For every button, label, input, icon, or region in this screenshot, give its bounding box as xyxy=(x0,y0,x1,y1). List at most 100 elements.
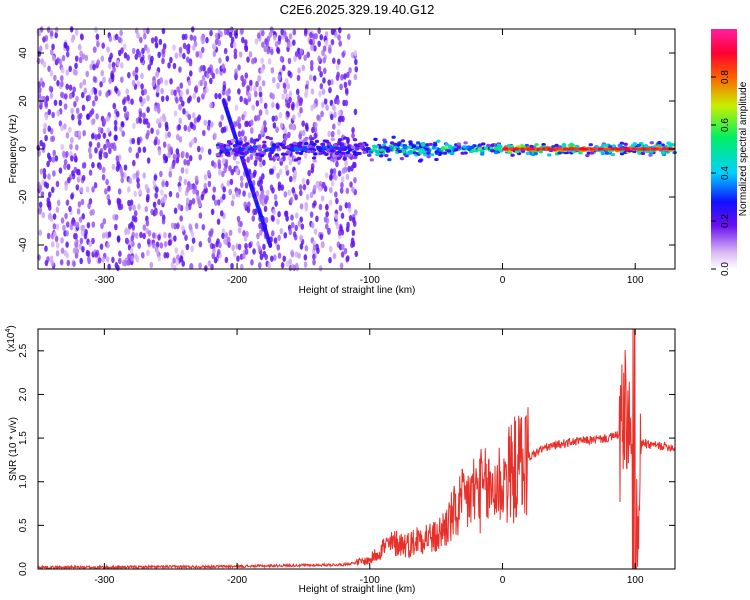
heatmap-cell xyxy=(494,146,499,150)
heatmap-cell xyxy=(142,224,147,231)
heatmap-cell xyxy=(42,61,47,68)
heatmap-cell xyxy=(47,204,52,211)
heatmap-cell xyxy=(64,184,68,191)
heatmap-cell xyxy=(299,48,304,55)
heatmap-cell xyxy=(58,99,63,107)
heatmap-cell xyxy=(63,158,68,166)
heatmap-cell xyxy=(274,115,278,122)
heatmap-cell xyxy=(64,93,68,100)
heatmap-cell xyxy=(309,31,313,39)
heatmap-cell xyxy=(135,171,139,179)
heatmap-cell xyxy=(289,123,294,130)
heatmap-cell xyxy=(309,38,313,46)
heatmap-cell xyxy=(130,98,134,105)
heatmap-cell xyxy=(582,147,586,151)
heatmap-cell xyxy=(271,101,275,109)
heatmap-cell xyxy=(184,167,189,175)
heatmap-cell xyxy=(189,121,194,128)
heatmap-cell xyxy=(307,144,313,148)
heatmap-cell xyxy=(365,146,370,151)
heatmap-cell xyxy=(280,28,284,36)
heatmap-cell xyxy=(133,210,138,217)
heatmap-cell xyxy=(595,147,599,151)
heatmap-cell xyxy=(266,48,271,55)
heatmap-cell xyxy=(407,145,412,149)
heatmap-cell xyxy=(119,62,124,69)
heatmap-cell xyxy=(362,150,367,154)
heatmap-cell xyxy=(37,92,42,99)
heatmap-cell xyxy=(544,147,548,151)
heatmap-cell xyxy=(244,142,250,146)
heatmap-cell xyxy=(598,147,602,151)
heatmap-cell xyxy=(490,149,495,153)
heatmap-cell xyxy=(619,147,623,151)
heatmap-cell xyxy=(106,127,111,134)
heatmap-cell xyxy=(121,130,126,137)
heatmap-cell xyxy=(41,211,46,219)
heatmap-cell xyxy=(215,67,219,75)
heatmap-cell xyxy=(117,49,122,57)
heatmap-cell xyxy=(50,259,55,267)
heatmap-cell xyxy=(343,73,347,80)
heatmap-cell xyxy=(290,214,294,221)
heatmap-cell xyxy=(110,72,114,80)
heatmap-cell xyxy=(226,236,231,244)
heatmap-cell xyxy=(271,144,277,148)
heatmap-cell xyxy=(131,79,136,87)
heatmap-cell xyxy=(115,155,120,162)
heatmap-cell xyxy=(239,181,244,188)
heatmap-cell xyxy=(330,130,335,138)
heatmap-cell xyxy=(179,82,184,89)
heatmap-cell xyxy=(319,233,324,241)
heatmap-cell xyxy=(263,102,268,109)
heatmap-cell xyxy=(434,157,439,162)
heatmap-cell xyxy=(127,186,131,193)
heatmap-cell xyxy=(340,251,345,258)
heatmap-cells xyxy=(36,26,677,272)
heatmap-cell xyxy=(98,163,103,171)
heatmap-cell xyxy=(276,172,280,179)
heatmap-cell xyxy=(301,129,306,137)
heatmap-cell xyxy=(627,147,631,151)
heatmap-cell xyxy=(253,159,258,167)
heatmap-cell xyxy=(159,116,163,123)
heatmap-cell xyxy=(244,248,249,255)
heatmap-cell xyxy=(225,153,230,157)
y-tick-label: -40 xyxy=(18,237,29,252)
heatmap-cell xyxy=(499,149,504,153)
heatmap-cell xyxy=(235,168,239,175)
heatmap-cell xyxy=(243,97,247,105)
heatmap-cell xyxy=(108,56,112,63)
heatmap-cell xyxy=(346,71,350,79)
heatmap-cell xyxy=(150,127,154,134)
heatmap-cell xyxy=(81,53,86,60)
heatmap-cell xyxy=(241,36,245,44)
heatmap-cell xyxy=(216,248,221,256)
heatmap-cell xyxy=(306,178,310,186)
heatmap-cell xyxy=(329,113,334,121)
heatmap-cell xyxy=(190,245,194,253)
heatmap-cell xyxy=(270,255,274,262)
heatmap-cell xyxy=(156,102,161,110)
heatmap-cell xyxy=(269,48,274,56)
heatmap-cell xyxy=(648,153,653,157)
heatmap-cell xyxy=(278,142,283,146)
heatmap-cell xyxy=(212,186,217,193)
heatmap-cell xyxy=(92,46,97,53)
heatmap-cell xyxy=(190,230,195,238)
heatmap-cell xyxy=(221,63,225,70)
heatmap-cell xyxy=(259,229,263,236)
heatmap-cell xyxy=(276,82,280,90)
heatmap-cell xyxy=(74,62,78,70)
heatmap-cell xyxy=(173,110,178,117)
heatmap-cell xyxy=(332,252,337,260)
heatmap-cell xyxy=(49,48,54,56)
heatmap-cell xyxy=(574,147,578,151)
heatmap-cell xyxy=(295,88,300,96)
heatmap-cell xyxy=(84,54,89,62)
heatmap-cell xyxy=(332,143,338,147)
heatmap-cell xyxy=(175,157,180,164)
heatmap-cell xyxy=(323,98,328,105)
heatmap-cell xyxy=(153,174,158,181)
heatmap-cell xyxy=(92,64,96,71)
